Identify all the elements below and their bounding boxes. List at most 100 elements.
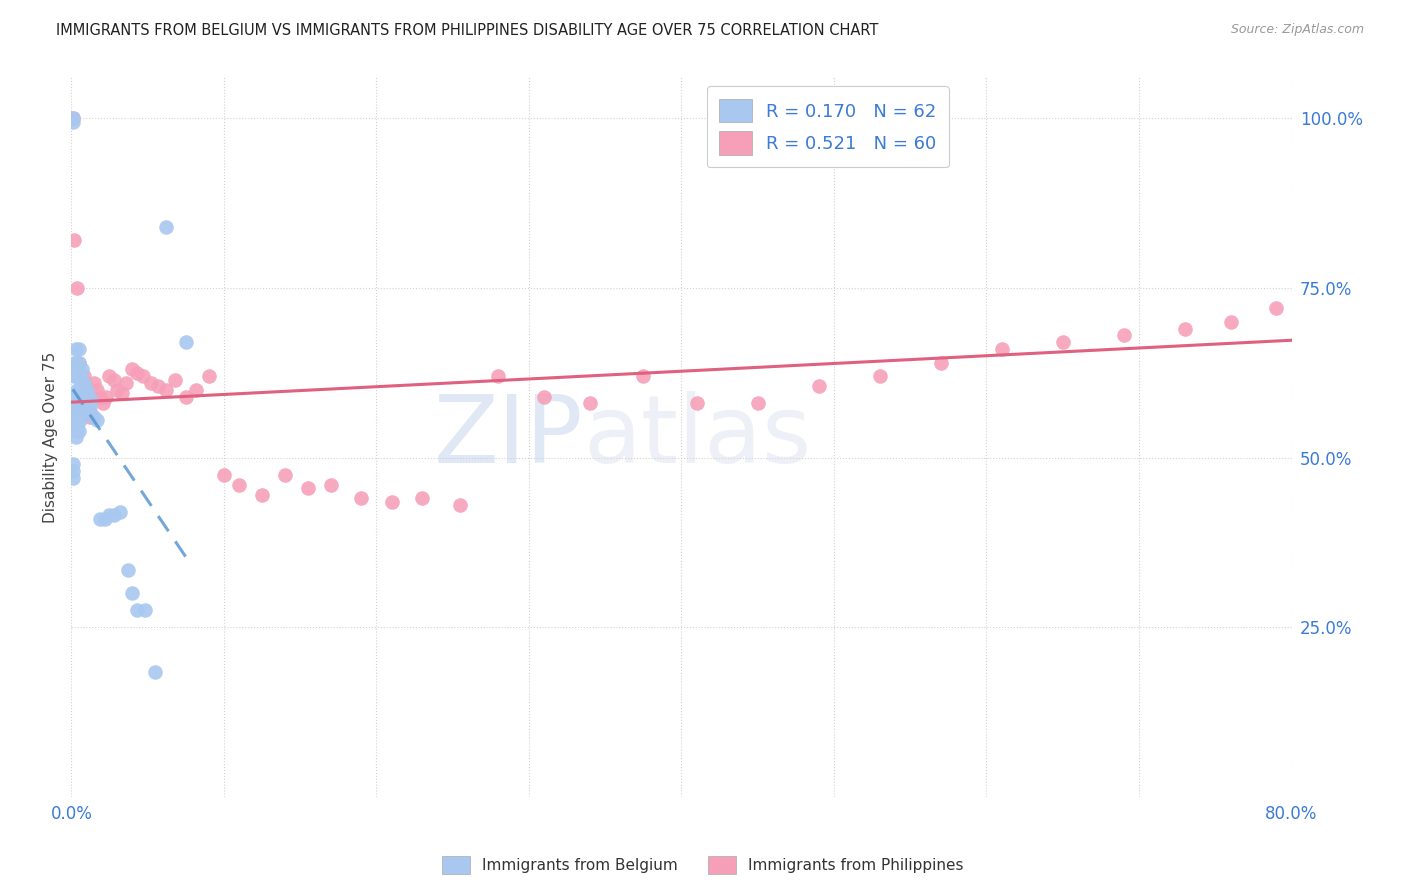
Point — [747, 396, 769, 410]
Point — [94, 512, 117, 526]
Point — [1326, 193, 1348, 207]
Point — [66, 396, 89, 410]
Point — [67, 396, 90, 410]
Point — [103, 508, 125, 523]
Point — [77, 390, 100, 404]
Point — [163, 373, 186, 387]
Point — [67, 342, 90, 356]
Legend: Immigrants from Belgium, Immigrants from Philippines: Immigrants from Belgium, Immigrants from… — [436, 850, 970, 880]
Point — [76, 396, 98, 410]
Point — [350, 491, 373, 506]
Point — [117, 563, 139, 577]
Point — [67, 424, 90, 438]
Point — [63, 233, 86, 247]
Point — [73, 376, 96, 390]
Point — [63, 356, 86, 370]
Point — [66, 281, 89, 295]
Point — [66, 362, 89, 376]
Point — [70, 390, 93, 404]
Point — [63, 390, 86, 404]
Point — [686, 396, 709, 410]
Point — [65, 409, 87, 424]
Point — [65, 356, 87, 370]
Point — [174, 390, 197, 404]
Text: IMMIGRANTS FROM BELGIUM VS IMMIGRANTS FROM PHILIPPINES DISABILITY AGE OVER 75 CO: IMMIGRANTS FROM BELGIUM VS IMMIGRANTS FR… — [56, 23, 879, 38]
Point — [65, 424, 87, 438]
Point — [62, 464, 84, 478]
Point — [174, 335, 197, 350]
Point — [70, 403, 93, 417]
Point — [86, 413, 108, 427]
Point — [633, 369, 655, 384]
Point — [69, 369, 91, 384]
Y-axis label: Disability Age Over 75: Disability Age Over 75 — [44, 351, 58, 523]
Point — [89, 512, 111, 526]
Point — [121, 362, 143, 376]
Point — [869, 369, 891, 384]
Point — [69, 383, 91, 397]
Point — [533, 390, 555, 404]
Point — [69, 413, 91, 427]
Point — [98, 508, 121, 523]
Point — [98, 369, 121, 384]
Point — [72, 369, 94, 384]
Text: ZIP: ZIP — [434, 392, 583, 483]
Point — [990, 342, 1012, 356]
Point — [65, 396, 87, 410]
Point — [73, 403, 96, 417]
Point — [66, 409, 89, 424]
Point — [80, 407, 103, 421]
Text: atlas: atlas — [583, 392, 813, 483]
Point — [250, 488, 273, 502]
Point — [72, 386, 94, 401]
Point — [67, 356, 90, 370]
Point — [108, 505, 131, 519]
Point — [125, 603, 148, 617]
Point — [1112, 328, 1135, 343]
Point — [62, 471, 84, 485]
Point — [70, 386, 93, 401]
Point — [1052, 335, 1074, 350]
Point — [93, 396, 115, 410]
Point — [89, 390, 111, 404]
Point — [381, 495, 404, 509]
Point — [197, 369, 219, 384]
Point — [66, 420, 89, 434]
Point — [62, 458, 84, 472]
Point — [1219, 315, 1241, 329]
Point — [105, 383, 128, 397]
Point — [228, 478, 250, 492]
Point — [67, 409, 90, 424]
Point — [63, 403, 86, 417]
Point — [125, 366, 148, 380]
Point — [63, 417, 86, 431]
Point — [579, 396, 602, 410]
Point — [139, 376, 162, 390]
Point — [70, 362, 93, 376]
Point — [807, 379, 830, 393]
Point — [65, 403, 87, 417]
Point — [155, 383, 177, 397]
Point — [148, 379, 170, 393]
Point — [67, 383, 90, 397]
Point — [134, 603, 156, 617]
Point — [73, 386, 96, 401]
Point — [65, 342, 87, 356]
Point — [1295, 281, 1317, 295]
Point — [449, 498, 471, 512]
Point — [70, 373, 93, 387]
Point — [86, 383, 108, 397]
Legend: R = 0.170   N = 62, R = 0.521   N = 60: R = 0.170 N = 62, R = 0.521 N = 60 — [707, 87, 949, 167]
Point — [72, 403, 94, 417]
Point — [155, 219, 177, 234]
Point — [69, 390, 91, 404]
Point — [103, 373, 125, 387]
Point — [274, 467, 297, 482]
Point — [72, 376, 94, 390]
Point — [76, 383, 98, 397]
Point — [297, 481, 319, 495]
Point — [63, 369, 86, 384]
Point — [62, 114, 84, 128]
Point — [929, 356, 952, 370]
Point — [65, 369, 87, 384]
